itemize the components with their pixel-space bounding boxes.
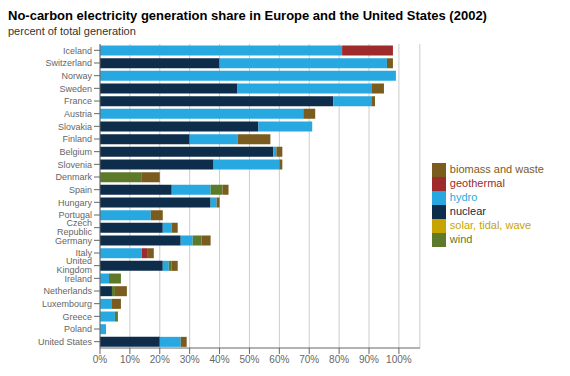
svg-text:Norway: Norway (61, 71, 92, 81)
svg-text:60%: 60% (269, 354, 289, 365)
svg-text:Spain: Spain (69, 185, 92, 195)
svg-text:50%: 50% (239, 354, 259, 365)
svg-text:France: France (64, 96, 92, 106)
svg-text:80%: 80% (329, 354, 349, 365)
svg-text:UnitedKingdom: UnitedKingdom (56, 256, 92, 275)
svg-text:Ireland: Ireland (64, 274, 92, 284)
svg-text:Portugal: Portugal (58, 210, 92, 221)
svg-text:Denmark: Denmark (55, 172, 92, 182)
svg-text:40%: 40% (210, 354, 230, 365)
svg-text:Iceland: Iceland (63, 46, 92, 56)
svg-text:70%: 70% (299, 354, 319, 365)
svg-text:Greece: Greece (62, 312, 92, 322)
svg-text:Luxembourg: Luxembourg (42, 299, 92, 309)
svg-text:United States: United States (38, 337, 93, 347)
html-text:percent of total generation: percent of total generation (8, 25, 136, 37)
svg-text:Austria: Austria (64, 109, 92, 119)
svg-text:Slovakia: Slovakia (58, 122, 92, 132)
svg-text:10%: 10% (120, 354, 140, 365)
svg-text:Poland: Poland (64, 324, 92, 334)
html-text:biomass and waste: biomass and waste (449, 162, 544, 175)
html-text:solar, tidal, wave: solar, tidal, wave (449, 219, 532, 232)
svg-text:90%: 90% (359, 354, 379, 365)
svg-text:Sweden: Sweden (59, 84, 92, 94)
html-text:No-carbon electricity generati: No-carbon electricity generation share i… (8, 8, 487, 23)
svg-text:CzechRepublic: CzechRepublic (57, 218, 93, 237)
svg-text:30%: 30% (180, 354, 200, 365)
svg-text:Slovenia: Slovenia (57, 160, 92, 170)
svg-text:Belgium: Belgium (59, 147, 92, 157)
svg-text:Italy: Italy (75, 248, 92, 259)
svg-text:Germany: Germany (55, 236, 93, 246)
svg-text:0%: 0% (93, 354, 108, 365)
svg-text:Finland: Finland (62, 134, 92, 144)
html-text:wind: wind (449, 233, 473, 246)
html-text:geothermal: geothermal (449, 176, 505, 189)
html-text:hydro: hydro (449, 190, 478, 203)
svg-text:Switzerland: Switzerland (45, 58, 92, 68)
svg-text:20%: 20% (150, 354, 170, 365)
svg-text:100%: 100% (386, 354, 412, 365)
html-text:nuclear: nuclear (449, 205, 486, 217)
svg-text:Hungary: Hungary (58, 198, 93, 208)
svg-text:Netherlands: Netherlands (43, 286, 92, 296)
